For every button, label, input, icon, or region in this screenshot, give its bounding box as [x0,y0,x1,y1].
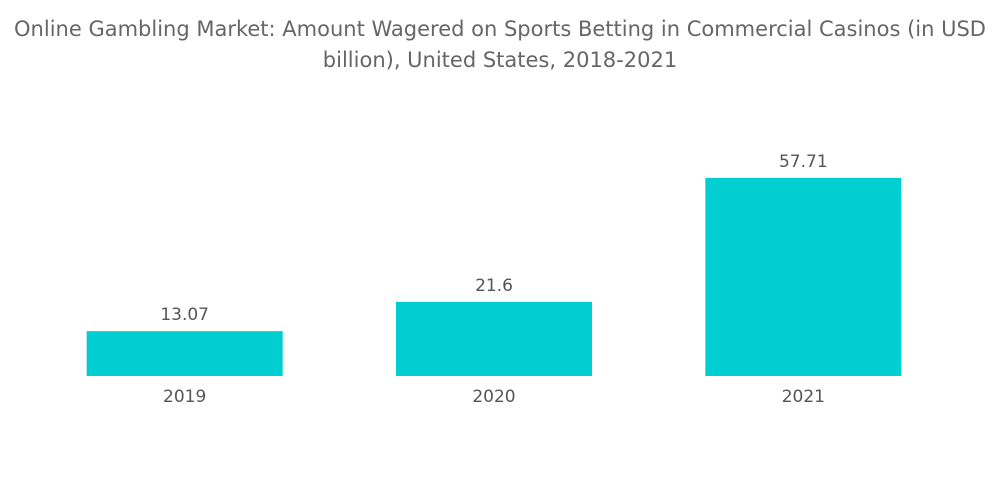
chart-title: Online Gambling Market: Amount Wagered o… [14,17,986,72]
value-label-2021: 57.71 [779,152,828,172]
bar-2021 [705,177,902,376]
bar-2019 [86,331,283,376]
value-label-2019: 13.07 [160,305,209,325]
bars-layer [86,177,902,376]
x-axis-tick-labels: 2019 2020 2021 [163,387,825,407]
value-labels-layer: 13.07 21.6 57.71 [160,152,827,325]
x-tick-label-2019: 2019 [163,387,206,407]
bar-2020 [396,301,592,376]
x-tick-label-2020: 2020 [472,387,515,407]
value-label-2020: 21.6 [475,276,513,296]
x-tick-label-2021: 2021 [782,387,825,407]
